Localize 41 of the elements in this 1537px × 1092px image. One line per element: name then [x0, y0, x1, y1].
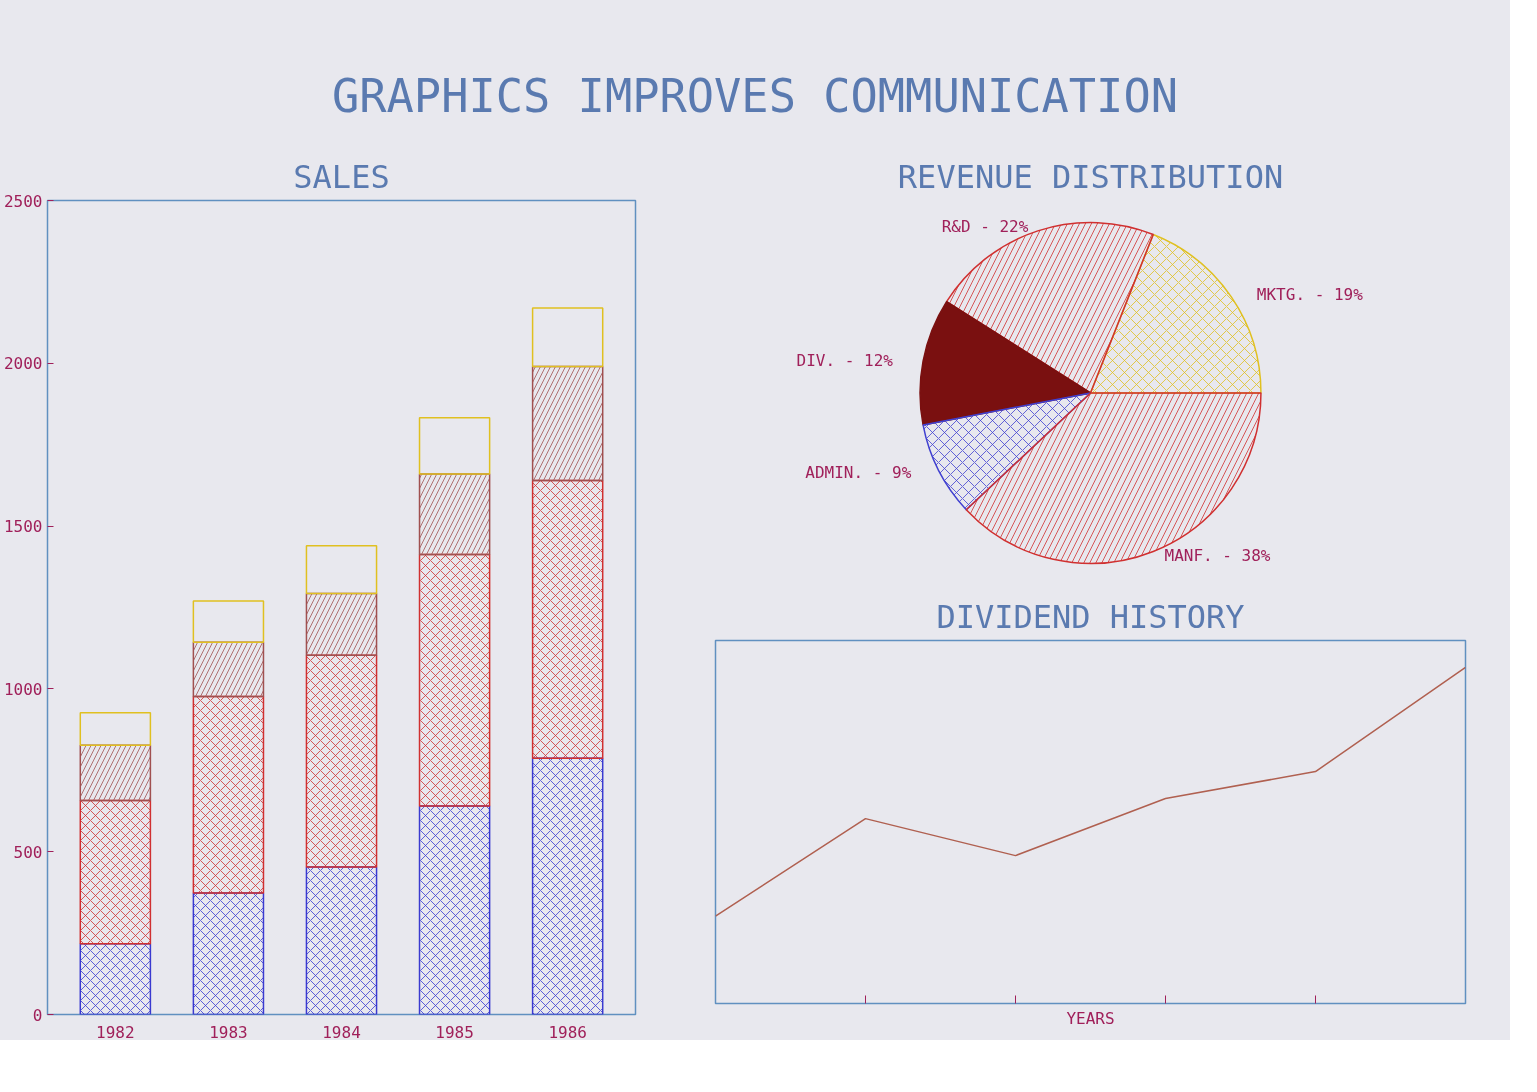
chart-title: DIVIDEND HISTORY: [936, 597, 1245, 636]
bar: [79, 744, 152, 802]
y-tick-label: 500: [13, 842, 43, 862]
bar: [79, 799, 152, 945]
bar: [305, 866, 378, 1015]
chart-title: REVENUE DISTRIBUTION: [897, 157, 1284, 196]
bar: [531, 757, 604, 1015]
y-tick-label: 2000: [3, 354, 43, 374]
chart-title: SALES: [293, 157, 390, 196]
slice-label: ADMIN. - 9%: [805, 462, 912, 482]
bar: [531, 365, 604, 482]
slice-label: MKTG. - 19%: [1256, 285, 1364, 305]
y-tick-label: 1000: [3, 679, 43, 699]
x-tick-label: 1984: [322, 1022, 361, 1042]
x-tick-label: 1986: [548, 1022, 587, 1042]
bar: [418, 416, 491, 475]
slice-label: DIV. - 12%: [796, 350, 894, 370]
bar: [418, 805, 491, 1015]
bar: [305, 654, 378, 868]
bar: [531, 307, 604, 368]
bar: [79, 711, 152, 746]
y-tick-label: 1500: [3, 517, 43, 537]
bar: [305, 592, 378, 657]
x-axis-title: YEARS: [1066, 1008, 1115, 1028]
bar: [79, 943, 152, 1015]
bar: [192, 641, 265, 698]
x-tick-label: 1985: [435, 1022, 474, 1042]
bar: [192, 600, 265, 644]
bar: [418, 473, 491, 556]
slice-label: MANF. - 38%: [1164, 545, 1271, 565]
text: GRAPHICS IMPROVES COMMUNICATION: [332, 69, 1178, 125]
bar: [305, 544, 378, 595]
bar: [192, 892, 265, 1015]
bar: [192, 695, 265, 894]
bar: [418, 553, 491, 807]
x-tick-label: 1982: [96, 1022, 135, 1042]
y-tick-label: 2500: [3, 191, 43, 211]
y-tick-label: 0: [32, 1005, 43, 1025]
bar: [531, 479, 604, 759]
slice-label: R&D - 22%: [941, 217, 1029, 237]
x-tick-label: 1983: [209, 1022, 248, 1042]
